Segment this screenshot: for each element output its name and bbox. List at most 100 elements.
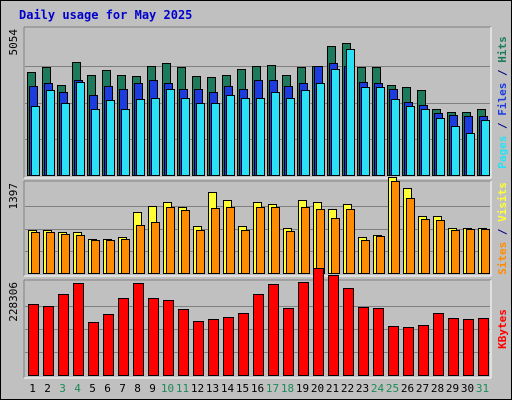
- series-label-part: Pages: [496, 136, 509, 169]
- series-label-part: /: [496, 116, 509, 136]
- bar-kbytes: [103, 314, 114, 376]
- series-label-kbytes: KBytes: [496, 309, 509, 349]
- bar-pages: [391, 99, 400, 176]
- bar-pages: [46, 90, 55, 176]
- x-tick-label: 17: [266, 382, 279, 395]
- series-label-part: KBytes: [496, 309, 509, 349]
- bar-sites: [181, 210, 190, 274]
- bar-pages: [166, 89, 175, 176]
- x-tick-label: 15: [236, 382, 249, 395]
- bar-pages: [481, 120, 490, 176]
- bar-pages: [421, 109, 430, 176]
- bar-sites: [226, 207, 235, 274]
- x-tick-label: 23: [356, 382, 369, 395]
- bar-kbytes: [313, 268, 324, 376]
- x-tick-label: 31: [476, 382, 489, 395]
- bar-kbytes: [448, 318, 459, 376]
- bar-sites: [256, 207, 265, 274]
- bar-sites: [121, 239, 130, 274]
- bar-sites: [466, 229, 475, 274]
- bar-kbytes: [238, 313, 249, 376]
- x-tick-label: 21: [326, 382, 339, 395]
- bar-kbytes: [208, 319, 219, 376]
- bar-pages: [211, 103, 220, 176]
- bar-pages: [466, 133, 475, 176]
- x-tick-label: 24: [371, 382, 385, 395]
- bar-pages: [301, 90, 310, 176]
- bar-pages: [286, 98, 295, 176]
- bar-kbytes: [328, 275, 339, 376]
- x-tick-label: 13: [206, 382, 219, 395]
- y-max-label: 228306: [7, 282, 20, 322]
- x-tick-label: 3: [59, 382, 66, 395]
- bar-pages: [106, 100, 115, 176]
- series-label-part: /: [496, 63, 509, 83]
- panel-requests: 5054 Pages / Files / Hits: [7, 26, 509, 179]
- bar-pages: [196, 103, 205, 176]
- series-label-part: /: [496, 222, 509, 242]
- bar-sites: [31, 232, 40, 274]
- series-label-requests: Pages / Files / Hits: [496, 36, 509, 169]
- bar-sites: [451, 230, 460, 274]
- y-max-label: 5054: [7, 29, 20, 56]
- bar-sites: [46, 232, 55, 274]
- bar-pages: [241, 98, 250, 176]
- bar-sites: [421, 219, 430, 274]
- bar-sites: [406, 198, 415, 274]
- x-tick-label: 18: [281, 382, 294, 395]
- bar-kbytes: [73, 283, 84, 376]
- bar-pages: [31, 106, 40, 176]
- bar-kbytes: [58, 294, 69, 376]
- bar-kbytes: [358, 307, 369, 376]
- x-tick-label: 30: [461, 382, 474, 395]
- bar-sites: [316, 209, 325, 274]
- x-tick-label: 14: [221, 382, 235, 395]
- bar-sites: [301, 207, 310, 274]
- bar-sites: [241, 230, 250, 274]
- bar-pages: [361, 87, 370, 176]
- bar-pages: [271, 92, 280, 176]
- bar-kbytes: [193, 321, 204, 376]
- y-max-label: 1397: [7, 183, 20, 210]
- bar-kbytes: [223, 317, 234, 376]
- x-tick-label: 4: [74, 382, 81, 395]
- bar-pages: [121, 109, 130, 176]
- bar-sites: [91, 240, 100, 274]
- bar-kbytes: [43, 306, 54, 376]
- x-tick-label: 8: [134, 382, 141, 395]
- x-tick-label: 1: [29, 382, 36, 395]
- bar-pages: [331, 69, 340, 176]
- bar-pages: [136, 99, 145, 176]
- bar-sites: [196, 230, 205, 274]
- x-tick-label: 10: [161, 382, 174, 395]
- x-tick-label: 2: [44, 382, 51, 395]
- series-label-part: Sites: [496, 242, 509, 275]
- bar-kbytes: [148, 298, 159, 376]
- bar-kbytes: [253, 294, 264, 376]
- bar-kbytes: [268, 284, 279, 376]
- x-tick-label: 7: [119, 382, 126, 395]
- bar-kbytes: [163, 300, 174, 376]
- x-axis-labels: 1 2 3 4 5 6 7 8 9 10 11 12 13 14 15 16 17 18 19 20 21 22 23 24 2…: [29, 382, 489, 395]
- series-label-part: Files: [496, 83, 509, 116]
- bar-sites: [76, 235, 85, 274]
- bar-pages: [346, 49, 355, 176]
- bar-kbytes: [418, 325, 429, 376]
- bar-pages: [181, 98, 190, 176]
- bar-pages: [76, 82, 85, 176]
- series-label-visitors: Sites / Visits: [496, 182, 509, 275]
- bar-sites: [61, 234, 70, 274]
- bar-pages: [61, 103, 70, 176]
- bar-kbytes: [388, 326, 399, 376]
- bar-sites: [391, 181, 400, 274]
- x-tick-label: 19: [296, 382, 309, 395]
- series-label-part: Hits: [496, 36, 509, 63]
- bar-kbytes: [298, 282, 309, 376]
- bar-sites: [106, 240, 115, 274]
- bar-pages: [91, 109, 100, 176]
- bar-pages: [316, 83, 325, 176]
- bar-pages: [226, 95, 235, 176]
- bar-kbytes: [343, 288, 354, 376]
- chart-panels: 5054 Pages / Files / Hits 1397 Sites / Visi…: [7, 26, 509, 379]
